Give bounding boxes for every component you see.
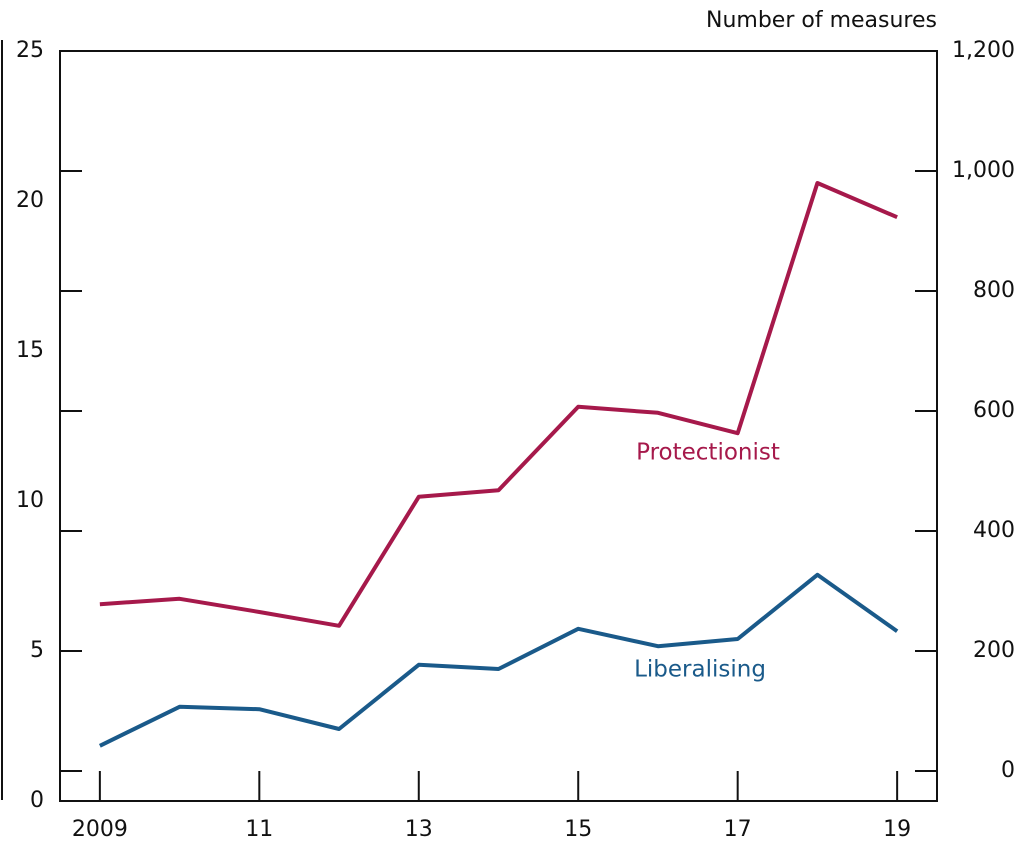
y-tick-label: 20 [16, 188, 44, 213]
y-tick-label: 5 [30, 638, 44, 663]
series-line [98, 572, 899, 748]
x-tick-label: 19 [883, 817, 911, 842]
y2-tick-label: 200 [973, 638, 1015, 663]
x-tick-label: 13 [405, 817, 433, 842]
x-tick-label: 15 [564, 817, 592, 842]
x-tick-label: 17 [724, 817, 752, 842]
y2-tick-label: 1,200 [952, 38, 1015, 63]
y-tick-label: 0 [30, 788, 44, 813]
y2-tick-label: 400 [973, 518, 1015, 543]
plot-frame [59, 50, 938, 802]
y2-axis-label: Number of measures [706, 8, 937, 33]
y2-tick-label: 800 [973, 278, 1015, 303]
y2-tick-label: 1,000 [952, 158, 1015, 183]
x-tick-label: 2009 [72, 817, 128, 842]
x-tick-label: 11 [245, 817, 273, 842]
y2-tick-label: 0 [1001, 758, 1015, 783]
series-label: Protectionist [636, 440, 780, 466]
series-line [99, 181, 898, 628]
series-label: Liberalising [634, 657, 766, 683]
y-tick-label: 10 [16, 488, 44, 513]
y2-tick-label: 600 [973, 398, 1015, 423]
y-tick-label: 15 [16, 338, 44, 363]
y-tick-label: 25 [16, 38, 44, 63]
